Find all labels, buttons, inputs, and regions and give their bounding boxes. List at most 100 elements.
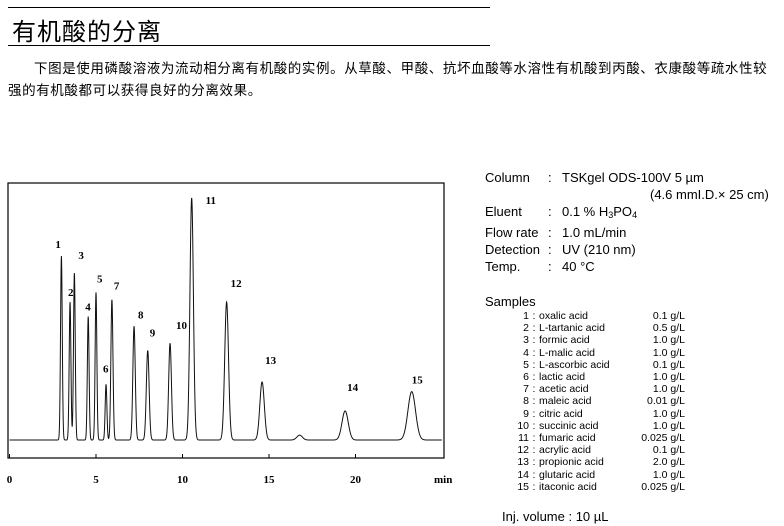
condition-label: Column xyxy=(485,170,530,185)
condition-value: UV (210 nm) xyxy=(562,242,636,257)
sample-number: 1 xyxy=(523,310,529,322)
sample-name: propionic acid xyxy=(539,456,604,469)
sample-number: 9 xyxy=(523,407,529,420)
sample-name: maleic acid xyxy=(539,395,592,408)
injection-volume: Inj. volume : 10 µL xyxy=(502,509,609,524)
sample-number: 2 xyxy=(523,322,529,335)
sample-row: 11: fumaric acid 0.025 g/L xyxy=(485,432,685,444)
sample-number: 6 xyxy=(523,371,529,384)
condition-label: Detection xyxy=(485,242,540,257)
description-text: 下图是使用磷酸溶液为流动相分离有机酸的实例。从草酸、甲酸、抗坏血酸等水溶性有机酸… xyxy=(8,61,768,99)
sample-number: 7 xyxy=(523,383,529,396)
peak-label-12: 12 xyxy=(231,278,243,290)
condition-eluent: Eluent:0.1 % H3PO4 xyxy=(485,203,769,224)
sample-name: fumaric acid xyxy=(539,432,596,445)
sample-row: 8: maleic acid 0.01 g/L xyxy=(485,395,685,407)
peak-label-2: 2 xyxy=(68,287,74,299)
sample-name: L-ascorbic acid xyxy=(539,358,610,371)
samples-heading: Samples xyxy=(485,294,536,309)
sample-number: 10 xyxy=(517,419,529,432)
colon: : xyxy=(548,259,552,274)
sample-number: 5 xyxy=(523,358,529,371)
colon: : xyxy=(532,432,536,445)
page-title: 有机酸的分离 xyxy=(12,18,162,46)
sample-concentration: 0.025 g/L xyxy=(641,432,685,445)
colon: : xyxy=(532,371,536,384)
condition-label: Eluent xyxy=(485,204,522,219)
conditions-panel: Column: TSKgel ODS-100V 5 µm (4.6 mmI.D.×… xyxy=(485,169,769,275)
colon: : xyxy=(548,242,552,257)
sample-row: 6: lactic acid 1.0 g/L xyxy=(485,371,685,383)
chromatogram-trace xyxy=(9,197,442,441)
peak-label-15: 15 xyxy=(412,375,424,387)
colon: : xyxy=(532,456,536,469)
peak-label-4: 4 xyxy=(85,302,91,314)
sample-concentration: 0.1 g/L xyxy=(652,444,685,457)
x-tick-label: 5 xyxy=(93,474,99,486)
sample-name: lactic acid xyxy=(539,371,586,384)
condition-value: (4.6 mmI.D.× 25 cm) xyxy=(650,187,769,202)
colon: : xyxy=(532,310,536,322)
sample-concentration: 1.0 g/L xyxy=(652,346,685,359)
colon: : xyxy=(532,419,536,432)
peak-label-14: 14 xyxy=(347,382,359,394)
sample-concentration: 0.1 g/L xyxy=(652,358,685,371)
sample-row: 10: succinic acid 1.0 g/L xyxy=(485,420,685,432)
sample-name: acrylic acid xyxy=(539,444,591,457)
condition-column: Column: TSKgel ODS-100V 5 µm xyxy=(485,169,769,186)
sample-number: 12 xyxy=(517,444,529,457)
colon: : xyxy=(532,383,536,396)
sample-concentration: 1.0 g/L xyxy=(652,468,685,481)
colon: : xyxy=(532,480,536,493)
sample-concentration: 1.0 g/L xyxy=(652,334,685,347)
top-rule xyxy=(8,7,490,8)
sample-concentration: 2.0 g/L xyxy=(652,456,685,469)
x-axis-label: min xyxy=(434,474,452,486)
colon: : xyxy=(532,395,536,408)
sample-concentration: 0.01 g/L xyxy=(647,395,685,408)
condition-label: Flow rate xyxy=(485,225,539,240)
condition-temp: Temp.:40 °C xyxy=(485,258,769,275)
x-tick-label: 10 xyxy=(177,474,189,486)
sample-name: formic acid xyxy=(539,334,590,347)
peak-label-6: 6 xyxy=(103,363,109,375)
sample-number: 3 xyxy=(523,334,529,347)
peak-label-11: 11 xyxy=(206,195,216,207)
sample-name: L-tartanic acid xyxy=(539,322,605,335)
condition-column-dimensions: (4.6 mmI.D.× 25 cm) xyxy=(485,186,769,203)
sample-row: 4: L-malic acid 1.0 g/L xyxy=(485,347,685,359)
colon: : xyxy=(548,170,552,185)
sample-name: succinic acid xyxy=(539,419,599,432)
colon: : xyxy=(532,468,536,481)
colon: : xyxy=(532,346,536,359)
sample-concentration: 1.0 g/L xyxy=(652,383,685,396)
sample-number: 11 xyxy=(518,432,529,445)
condition-flow-rate: Flow rate:1.0 mL/min xyxy=(485,224,769,241)
sample-row: 3: formic acid 1.0 g/L xyxy=(485,334,685,346)
sample-number: 13 xyxy=(517,456,529,469)
sample-name: acetic acid xyxy=(539,383,589,396)
title-rule xyxy=(8,45,490,46)
sample-name: L-malic acid xyxy=(539,346,596,359)
peak-label-9: 9 xyxy=(150,327,156,339)
condition-label: Temp. xyxy=(485,259,521,274)
sample-name: citric acid xyxy=(539,407,583,420)
plot-frame xyxy=(7,182,445,459)
sample-concentration: 0.025 g/L xyxy=(641,480,685,493)
colon: : xyxy=(532,358,536,371)
colon: : xyxy=(532,334,536,347)
peak-label-1: 1 xyxy=(55,239,61,251)
colon: : xyxy=(548,204,552,219)
sample-row: 2: L-tartanic acid 0.5 g/L xyxy=(485,322,685,334)
x-tick-label: 20 xyxy=(350,474,362,486)
condition-detection: Detection: UV (210 nm) xyxy=(485,241,769,258)
sample-row: 7: acetic acid 1.0 g/L xyxy=(485,383,685,395)
condition-value: 0.1 % H3PO4 xyxy=(562,204,638,220)
sample-concentration: 0.1 g/L xyxy=(652,310,685,322)
sample-row: 13: propionic acid 2.0 g/L xyxy=(485,456,685,468)
peak-label-5: 5 xyxy=(97,273,103,285)
colon: : xyxy=(532,444,536,457)
sample-row: 12: acrylic acid 0.1 g/L xyxy=(485,444,685,456)
colon: : xyxy=(532,407,536,420)
